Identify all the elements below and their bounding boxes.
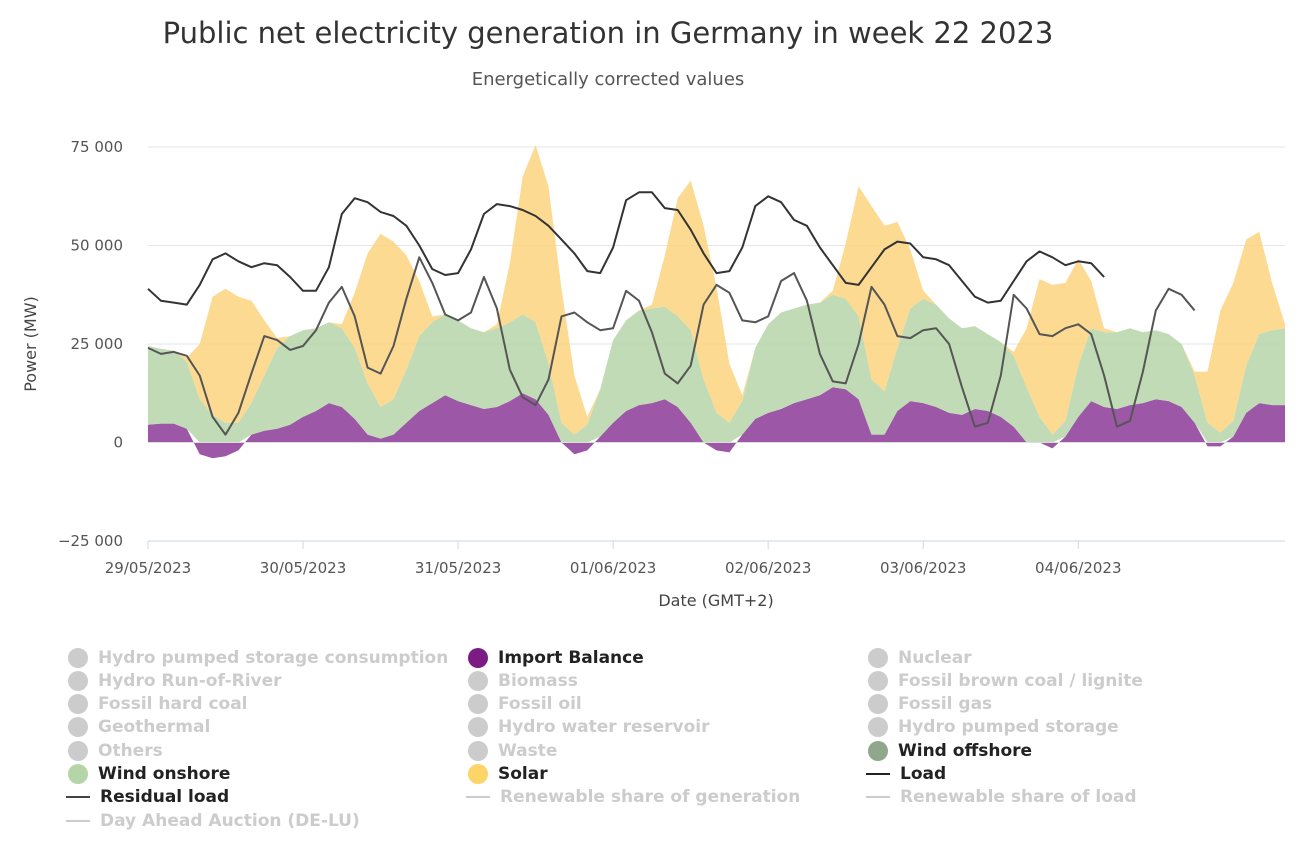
area-wind-onshore <box>148 294 1285 443</box>
legend-item-label: Fossil oil <box>498 694 582 715</box>
legend-dot-icon <box>68 694 88 715</box>
legend-item-label: Fossil hard coal <box>98 694 248 715</box>
legend-dot-icon <box>468 717 488 738</box>
legend-item-fossil-oil[interactable]: Fossil oil <box>462 693 582 716</box>
legend-item-label: Geothermal <box>98 717 211 738</box>
legend-line-icon <box>66 819 90 822</box>
legend-dot-icon <box>468 647 488 668</box>
y-tick-label: 50 000 <box>71 237 124 255</box>
legend-item-renewable-share-of-generation[interactable]: Renewable share of generation <box>462 786 800 809</box>
legend-item-hydro-pumped-storage[interactable]: Hydro pumped storage <box>862 716 1119 739</box>
legend-item-hydro-run-of-river[interactable]: Hydro Run-of-River <box>62 669 282 692</box>
legend-item-solar[interactable]: Solar <box>462 763 548 786</box>
x-tick-label: 01/06/2023 <box>570 559 656 577</box>
legend-item-label: Renewable share of generation <box>500 787 801 808</box>
chart-title: Public net electricity generation in Ger… <box>163 16 1054 50</box>
legend-dot-icon <box>868 647 888 668</box>
legend-item-label: Wind onshore <box>98 764 231 784</box>
legend-item-biomass[interactable]: Biomass <box>462 669 578 692</box>
area-import-balance <box>148 387 1285 459</box>
legend-item-label: Hydro water reservoir <box>498 717 710 738</box>
legend-item-label: Fossil brown coal / lignite <box>898 670 1143 691</box>
legend-item-label: Import Balance <box>498 647 644 668</box>
legend-item-fossil-hard-coal[interactable]: Fossil hard coal <box>62 693 248 716</box>
legend-item-hydro-pumped-storage-consumption[interactable]: Hydro pumped storage consumption <box>62 646 448 669</box>
legend-item-wind-onshore[interactable]: Wind onshore <box>62 763 230 786</box>
legend-item-label: Solar <box>498 764 548 784</box>
x-tick-label: 31/05/2023 <box>415 559 501 577</box>
legend-item-label: Renewable share of load <box>900 787 1137 808</box>
chart: Public net electricity generation in Ger… <box>21 16 1285 610</box>
legend-item-wind-offshore[interactable]: Wind offshore <box>862 739 1032 762</box>
legend-item-label: Others <box>98 740 163 761</box>
legend-dot-icon <box>468 764 488 784</box>
legend-item-label: Load <box>900 764 947 784</box>
legend-item-label: Residual load <box>100 787 230 808</box>
legend-dot-icon <box>468 740 488 761</box>
legend-item-fossil-brown-coal-lignite[interactable]: Fossil brown coal / lignite <box>862 669 1143 692</box>
y-tick-label: 75 000 <box>71 138 124 156</box>
legend-item-fossil-gas[interactable]: Fossil gas <box>862 693 992 716</box>
legend-dot-icon <box>868 670 888 691</box>
y-axis-ticks: −25 000 0 25 000 50 000 75 000 <box>58 138 123 550</box>
legend-dot-icon <box>68 717 88 738</box>
legend-item-residual-load[interactable]: Residual load <box>62 786 229 809</box>
legend-item-label: Hydro Run-of-River <box>98 670 282 691</box>
x-tick-label: 30/05/2023 <box>260 559 346 577</box>
legend-item-label: Hydro pumped storage consumption <box>98 647 449 668</box>
y-tick-label: −25 000 <box>58 532 123 550</box>
legend-item-nuclear[interactable]: Nuclear <box>862 646 972 669</box>
legend-dot-icon <box>68 740 88 761</box>
legend-item-hydro-water-reservoir[interactable]: Hydro water reservoir <box>462 716 710 739</box>
legend-dot-icon <box>68 764 88 784</box>
legend-item-import-balance[interactable]: Import Balance <box>462 646 644 669</box>
line-load <box>147 191 1105 306</box>
legend-dot-icon <box>868 740 888 761</box>
legend-line-icon <box>866 796 890 799</box>
legend-item-label: Fossil gas <box>898 694 993 715</box>
plot-area <box>147 145 1285 459</box>
legend-item-label: Hydro pumped storage <box>898 717 1119 738</box>
x-tick-label: 29/05/2023 <box>105 559 191 577</box>
legend: Hydro pumped storage consumption Import B… <box>62 646 1282 842</box>
x-axis-ticks: 29/05/2023 30/05/2023 31/05/2023 01/06/2023… <box>105 541 1122 577</box>
legend-item-label: Day Ahead Auction (DE-LU) <box>100 810 360 831</box>
legend-item-others[interactable]: Others <box>62 739 163 762</box>
legend-item-day-ahead-auction-de-lu[interactable]: Day Ahead Auction (DE-LU) <box>62 809 360 832</box>
legend-item-geothermal[interactable]: Geothermal <box>62 716 210 739</box>
legend-dot-icon <box>468 694 488 715</box>
legend-item-waste[interactable]: Waste <box>462 739 557 762</box>
x-tick-label: 02/06/2023 <box>725 559 811 577</box>
y-tick-label: 25 000 <box>71 335 124 353</box>
chart-subtitle: Energetically corrected values <box>472 69 745 90</box>
legend-dot-icon <box>868 694 888 715</box>
legend-item-label: Biomass <box>498 670 578 691</box>
area-solar <box>148 145 1285 435</box>
x-tick-label: 03/06/2023 <box>880 559 966 577</box>
legend-dot-icon <box>468 670 488 691</box>
legend-line-icon <box>866 773 890 775</box>
legend-dot-icon <box>68 647 88 668</box>
y-tick-label: 0 <box>113 434 123 452</box>
legend-item-renewable-share-of-load[interactable]: Renewable share of load <box>862 786 1137 809</box>
legend-line-icon <box>466 796 490 799</box>
legend-item-label: Waste <box>498 740 558 761</box>
legend-item-label: Wind offshore <box>898 740 1033 761</box>
legend-item-load[interactable]: Load <box>862 763 946 786</box>
legend-line-icon <box>66 796 90 799</box>
x-tick-label: 04/06/2023 <box>1035 559 1121 577</box>
y-axis-title: Power (MW) <box>21 296 40 392</box>
x-axis-title: Date (GMT+2) <box>658 591 773 610</box>
line-residual-load <box>147 256 1196 436</box>
legend-dot-icon <box>868 717 888 738</box>
legend-item-label: Nuclear <box>898 647 972 668</box>
legend-dot-icon <box>68 670 88 691</box>
